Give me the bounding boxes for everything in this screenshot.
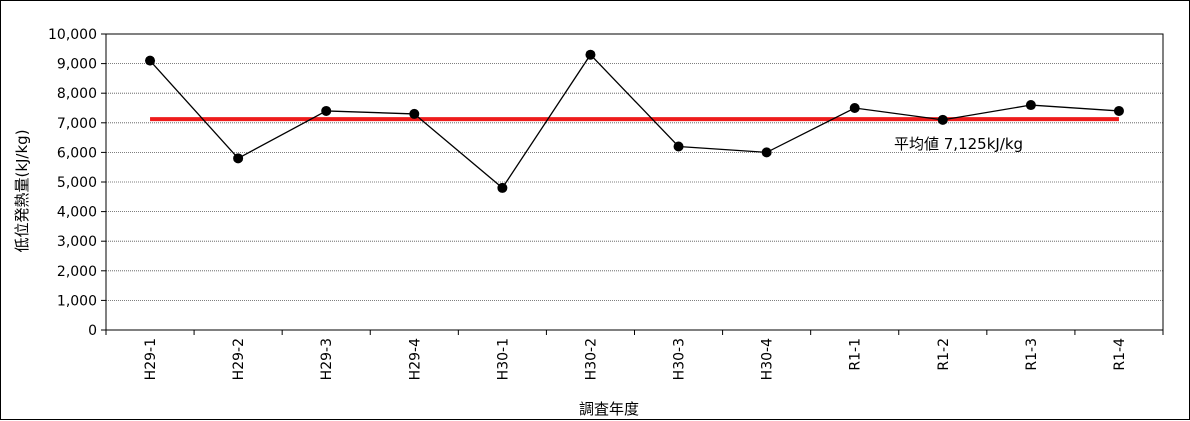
y-axis-title: 低位発熱量(kJ/kg) (13, 129, 31, 252)
x-tick-label: H29-3 (319, 338, 335, 380)
x-tick-label: H30-3 (672, 338, 688, 380)
data-point (1025, 100, 1036, 111)
data-point (673, 141, 684, 152)
x-axis-title: 調査年度 (579, 400, 639, 418)
y-tick-label: 8,000 (57, 86, 97, 102)
series-line (149, 53, 1120, 189)
y-axis-tick-labels: 0 1,000 2,000 3,000 4,000 5,000 6,000 7,000 8,00… (48, 27, 97, 339)
data-point (937, 114, 948, 125)
x-tick-label: H29-4 (407, 338, 423, 380)
x-tick-label: R1-4 (1112, 338, 1128, 371)
y-tick-label: 3,000 (57, 234, 97, 250)
x-tick-label: R1-3 (1024, 338, 1040, 371)
x-tick-label: H30-2 (583, 338, 599, 380)
data-point (585, 49, 596, 60)
x-tick-label: H29-1 (143, 338, 159, 380)
average-annotation: 平均値 7,125kJ/kg (894, 135, 1023, 153)
data-point (761, 147, 772, 158)
data-point (409, 108, 420, 119)
grid-lines (106, 33, 1163, 301)
y-tick-label: 7,000 (57, 116, 97, 132)
data-point (497, 182, 508, 193)
x-tick-label: R1-2 (936, 338, 952, 371)
data-point (321, 105, 332, 116)
y-tick-label: 6,000 (57, 145, 97, 161)
data-point (1113, 105, 1124, 116)
data-point (233, 153, 244, 164)
chart-labels: 低位発熱量(kJ/kg) 調査年度 平均値 7,125kJ/kg (13, 129, 1023, 418)
axes (101, 33, 1164, 335)
y-tick-label: 9,000 (57, 57, 97, 73)
y-tick-label: 4,000 (57, 205, 97, 221)
x-axis-tick-labels: H29-1 H29-2 H29-3 H29-4 H30-1 H30-2 H30-3 H30-4… (143, 338, 1128, 380)
y-tick-label: 2,000 (57, 264, 97, 280)
y-tick-label: 1,000 (57, 293, 97, 309)
y-tick-label: 5,000 (57, 175, 97, 191)
y-tick-label: 0 (88, 323, 97, 339)
x-tick-label: H30-1 (495, 338, 511, 380)
x-tick-label: H29-2 (231, 338, 247, 380)
x-tick-label: R1-1 (848, 338, 864, 371)
data-series (145, 49, 1124, 193)
data-point (145, 55, 156, 66)
y-tick-label: 10,000 (48, 27, 97, 43)
data-point (849, 103, 860, 113)
x-tick-label: H30-4 (760, 338, 776, 380)
